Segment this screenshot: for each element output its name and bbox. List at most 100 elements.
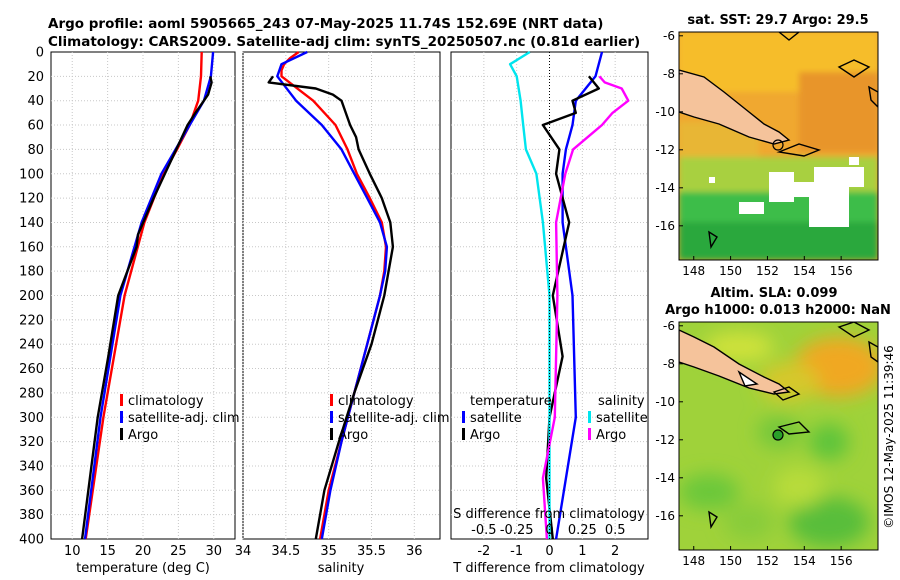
difference-panel: -2 -1 0 1 2 T difference from climatology S … bbox=[450, 50, 649, 576]
map-y-tick-label: -16 bbox=[655, 219, 675, 233]
legend-temperature-title: temperature bbox=[470, 394, 552, 409]
map-y-tick-label: -10 bbox=[655, 105, 675, 119]
x-tick-label: 35.5 bbox=[357, 544, 386, 559]
x-tick-label: 2 bbox=[611, 544, 619, 559]
map-y-tick-label: -16 bbox=[655, 509, 675, 523]
series-line-salinity-satellite bbox=[508, 50, 551, 539]
map-y-tick-label: -14 bbox=[655, 471, 675, 485]
map-y-tick-label: -6 bbox=[663, 29, 675, 43]
y-tick-label: 280 bbox=[19, 386, 44, 401]
map-x-tick-label: 152 bbox=[756, 554, 779, 568]
sla-map-title: Altim. SLA: 0.099 bbox=[711, 286, 838, 301]
x-tick-label: 34 bbox=[235, 544, 252, 559]
x-tick-label: -1 bbox=[510, 544, 523, 559]
y-tick-label: 60 bbox=[27, 119, 44, 134]
x-tick-label: 34.5 bbox=[271, 544, 300, 559]
legend-s-satellite: satellite bbox=[596, 411, 648, 426]
x-tick-label: 25 bbox=[170, 544, 187, 559]
map-y-tick-label: -12 bbox=[655, 433, 675, 447]
temperature-panel: 0 20 40 60 80 100 120 140 160 180 200 220 240 260 280 3… bbox=[19, 46, 239, 577]
y-tick-label: 140 bbox=[19, 216, 44, 231]
y-tick-label: 360 bbox=[19, 484, 44, 499]
map-x-tick-label: 152 bbox=[756, 264, 779, 278]
map-y-tick-label: -6 bbox=[663, 319, 675, 333]
y-tick-label: 220 bbox=[19, 313, 44, 328]
map-y-tick-label: -8 bbox=[663, 67, 675, 81]
y-tick-label: 120 bbox=[19, 192, 44, 207]
y-tick-label: 260 bbox=[19, 362, 44, 377]
y-tick-label: 40 bbox=[27, 94, 44, 109]
top-tick-label: -0.25 bbox=[500, 523, 534, 538]
y-tick-label: 240 bbox=[19, 338, 44, 353]
sla-map: Altim. SLA: 0.099 Argo h1000: 0.013 h200… bbox=[655, 286, 890, 568]
series-line-salinity-argo bbox=[541, 75, 630, 540]
legend-t-argo: Argo bbox=[470, 428, 500, 443]
legend-satellite-adj: satellite-adj. clim bbox=[128, 411, 240, 426]
y-tick-label: 160 bbox=[19, 240, 44, 255]
x-tick-label: 30 bbox=[205, 544, 222, 559]
y-tick-label: 380 bbox=[19, 508, 44, 523]
map-y-tick-label: -10 bbox=[655, 395, 675, 409]
map-y-tick-label: -8 bbox=[663, 357, 675, 371]
x-tick-label: 1 bbox=[578, 544, 586, 559]
sla-map-subtitle: Argo h1000: 0.013 h2000: NaN bbox=[665, 303, 891, 318]
top-tick-label: 0.5 bbox=[605, 523, 626, 538]
map-x-tick-label: 148 bbox=[682, 264, 705, 278]
sst-map: sat. SST: 29.7 Argo: 29.5 bbox=[655, 13, 879, 278]
legend-climatology-2: climatology bbox=[338, 394, 414, 409]
y-tick-label: 100 bbox=[19, 167, 44, 182]
y-tick-label: 400 bbox=[19, 533, 44, 548]
x-tick-label: 36 bbox=[406, 544, 423, 559]
y-tick-label: 0 bbox=[36, 46, 44, 61]
x-tick-label: -2 bbox=[477, 544, 490, 559]
x-tick-label: 0 bbox=[545, 544, 553, 559]
temperature-xlabel: temperature (deg C) bbox=[76, 561, 210, 576]
difference-legend: temperature satellite Argo salinity sate… bbox=[462, 394, 648, 443]
x-tick-label: 15 bbox=[99, 544, 116, 559]
salinity-legend: climatology satellite-adj. clim Argo bbox=[330, 394, 450, 443]
map-x-tick-label: 156 bbox=[830, 264, 853, 278]
x-tick-label: 10 bbox=[64, 544, 81, 559]
y-tick-label: 20 bbox=[27, 70, 44, 85]
y-tick-label: 180 bbox=[19, 265, 44, 280]
argo-location-marker-sla bbox=[772, 429, 784, 441]
map-x-tick-label: 154 bbox=[793, 264, 816, 278]
difference-xlabel-bottom: T difference from climatology bbox=[452, 561, 645, 576]
salinity-xlabel: salinity bbox=[318, 561, 365, 576]
series-line-satellite-adj-clim bbox=[83, 51, 215, 540]
sst-map-title: sat. SST: 29.7 Argo: 29.5 bbox=[687, 13, 868, 28]
legend-s-argo: Argo bbox=[596, 428, 626, 443]
map-x-tick-label: 154 bbox=[793, 554, 816, 568]
map-y-tick-label: -12 bbox=[655, 143, 675, 157]
x-tick-label: 20 bbox=[135, 544, 152, 559]
top-tick-label: -0.5 bbox=[471, 523, 496, 538]
salinity-panel: 34 34.5 35 35.5 36 salinity climatology sate… bbox=[235, 50, 450, 576]
series-line-temperature-satellite bbox=[554, 51, 604, 540]
series-line-argo bbox=[267, 75, 395, 540]
temperature-legend: climatology satellite-adj. clim Argo bbox=[120, 394, 240, 443]
series-line-argo bbox=[80, 76, 213, 540]
y-tick-label: 320 bbox=[19, 435, 44, 450]
map-x-tick-label: 148 bbox=[682, 554, 705, 568]
header-line2: Climatology: CARS2009. Satellite-adj cli… bbox=[48, 34, 640, 50]
y-tick-label: 200 bbox=[19, 289, 44, 304]
y-tick-label: 340 bbox=[19, 459, 44, 474]
legend-t-satellite: satellite bbox=[470, 411, 522, 426]
map-x-tick-label: 156 bbox=[830, 554, 853, 568]
map-x-tick-label: 150 bbox=[719, 264, 742, 278]
argo-location-marker bbox=[772, 139, 784, 151]
y-tick-label: 80 bbox=[27, 143, 44, 158]
top-tick-label: 0.25 bbox=[568, 523, 597, 538]
legend-argo-2: Argo bbox=[338, 428, 368, 443]
legend-climatology: climatology bbox=[128, 394, 204, 409]
watermark: ©IMOS 12-May-2025 11:39:46 bbox=[882, 345, 896, 529]
top-tick-label: 0 bbox=[545, 523, 553, 538]
legend-salinity-title: salinity bbox=[598, 394, 645, 409]
difference-xlabel-top: S difference from climatology bbox=[453, 507, 645, 522]
legend-argo: Argo bbox=[128, 428, 158, 443]
x-tick-label: 35 bbox=[320, 544, 337, 559]
header-line1: Argo profile: aoml 5905665_243 07-May-20… bbox=[48, 16, 603, 32]
map-y-tick-label: -14 bbox=[655, 181, 675, 195]
legend-satellite-adj-2: satellite-adj. clim bbox=[338, 411, 450, 426]
y-tick-label: 300 bbox=[19, 411, 44, 426]
